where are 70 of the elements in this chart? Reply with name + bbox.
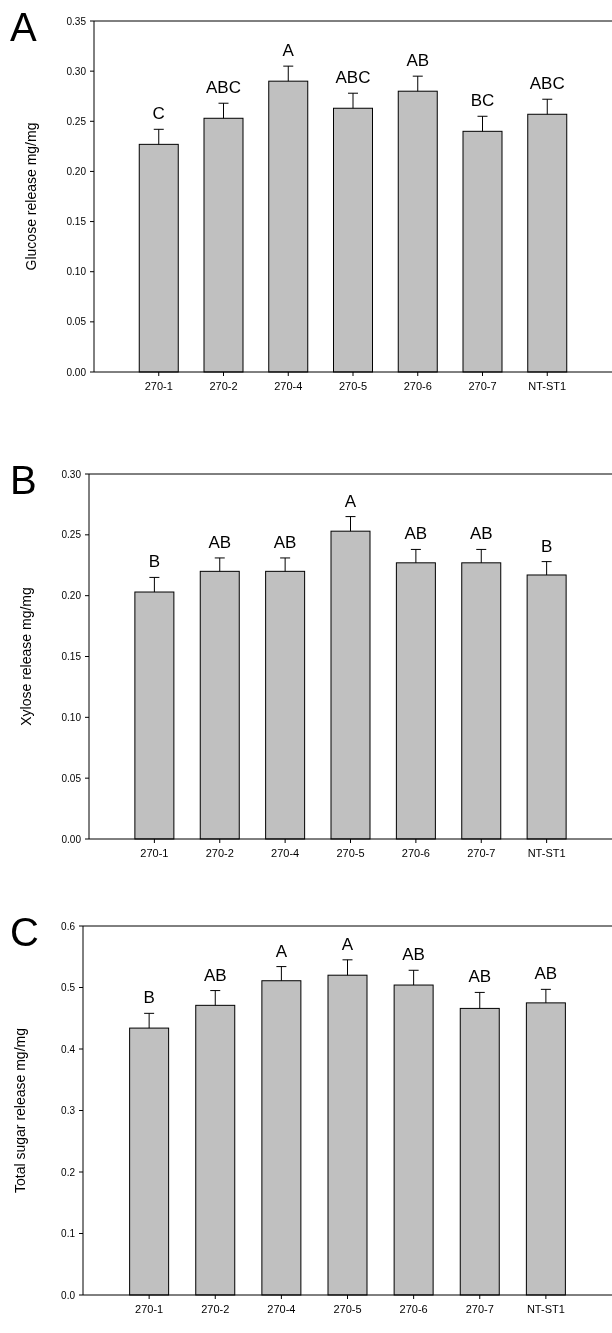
annotation: ABC — [335, 68, 371, 88]
chart-title: B — [10, 458, 37, 502]
y-tick-label: 0.1 — [61, 1228, 76, 1239]
y-tick-label: 0.10 — [61, 711, 82, 723]
x-tick-label: 270-4 — [271, 847, 300, 859]
y-tick-label: 0.20 — [61, 590, 82, 602]
x-tick-label: NT-ST1 — [526, 1303, 565, 1315]
annotation: A — [344, 491, 357, 511]
y-tick-label: 0.30 — [66, 65, 87, 77]
y-tick-label: 0.00 — [61, 833, 82, 845]
y-axis-title: Glucose release mg/mg — [23, 122, 39, 271]
x-tick-label: 270-2 — [209, 380, 238, 392]
y-tick-label: 0.3 — [61, 1105, 76, 1116]
annotation: B — [143, 988, 155, 1008]
y-axis-title: Total sugar release mg/mg — [12, 1028, 28, 1193]
y-tick-label: 0.30 — [61, 468, 82, 480]
x-tick-label: 270-7 — [467, 847, 496, 859]
annotation: C — [152, 104, 165, 124]
x-tick-label: 270-1 — [140, 847, 169, 859]
y-tick-label: 0.15 — [61, 651, 82, 662]
annotation: AB — [203, 965, 227, 985]
annotation: AB — [534, 964, 558, 984]
annotation: AB — [469, 524, 493, 544]
y-tick-label: 0.25 — [61, 529, 82, 541]
annotation: A — [275, 941, 288, 961]
x-tick-label: 270-6 — [401, 847, 430, 859]
x-tick-label: 270-5 — [333, 1303, 362, 1315]
annotation: BC — [470, 91, 495, 111]
annotation: AB — [208, 532, 232, 552]
annotation: AB — [273, 532, 297, 552]
y-tick-label: 0.05 — [66, 316, 87, 328]
x-tick-label: 270-2 — [205, 847, 234, 859]
x-tick-label: 270-7 — [468, 380, 497, 392]
annotation: AB — [402, 945, 425, 965]
y-tick-label: 0.25 — [66, 115, 87, 127]
y-tick-label: 0.05 — [61, 772, 82, 784]
y-axis-title: Xylose release mg/mg — [18, 587, 34, 726]
y-tick-label: 0.35 — [66, 15, 87, 27]
y-tick-label: 0.15 — [66, 216, 87, 228]
chart-title: A — [10, 5, 37, 49]
annotation: A — [282, 41, 295, 61]
y-tick-label: 0.00 — [66, 366, 87, 378]
x-tick-label: 270-4 — [274, 380, 303, 392]
y-tick-label: 0.2 — [61, 1166, 76, 1178]
x-tick-label: 270-5 — [338, 380, 368, 392]
annotation: AB — [404, 524, 428, 544]
annotation: B — [148, 552, 161, 572]
annotation: ABC — [529, 74, 565, 94]
x-tick-label: 270-1 — [144, 380, 173, 392]
x-tick-label: 270-1 — [135, 1303, 164, 1315]
y-tick-label: 0.4 — [61, 1043, 76, 1055]
annotation: A — [341, 934, 354, 954]
x-tick-label: NT-ST1 — [528, 380, 567, 392]
y-tick-label: 0.20 — [66, 165, 87, 177]
x-tick-label: 270-4 — [267, 1303, 296, 1315]
x-tick-label: NT-ST1 — [527, 847, 566, 859]
x-tick-label: 270-5 — [336, 847, 365, 859]
chart-title: C — [10, 910, 39, 954]
y-tick-label: 0.10 — [66, 266, 87, 278]
x-tick-label: 270-6 — [403, 380, 432, 392]
x-tick-label: 270-2 — [201, 1303, 230, 1315]
y-tick-label: 0.6 — [61, 920, 76, 932]
annotation: B — [540, 536, 553, 556]
y-tick-label: 0.0 — [61, 1289, 76, 1301]
x-tick-label: 270-6 — [399, 1303, 428, 1315]
annotation: ABC — [206, 78, 241, 98]
annotation: AB — [406, 51, 430, 71]
annotation: AB — [468, 967, 492, 987]
y-tick-label: 0.5 — [61, 982, 76, 993]
x-tick-label: 270-7 — [465, 1303, 494, 1315]
